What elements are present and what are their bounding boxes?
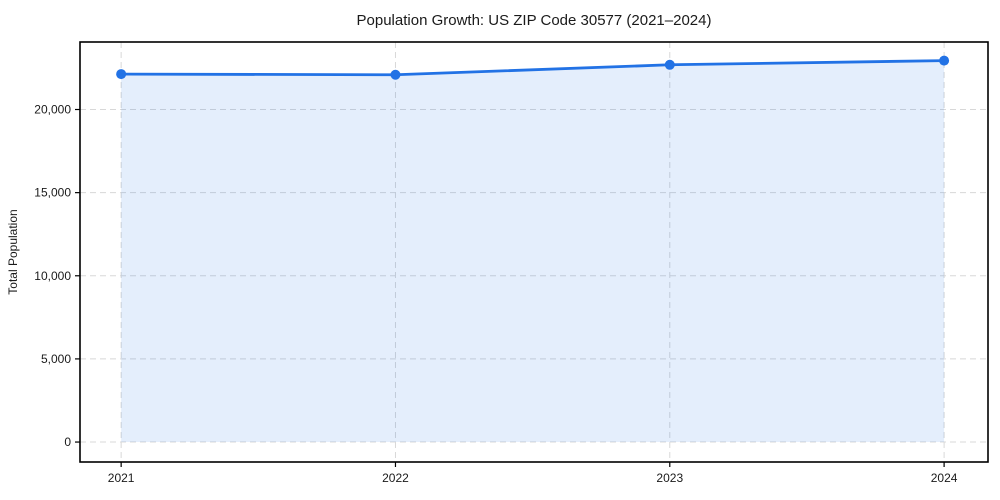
population-line [119, 59, 946, 77]
y-tick-label: 20,000 [34, 103, 71, 117]
plot-background [80, 42, 988, 462]
x-tick-label: 2023 [656, 471, 683, 485]
area-fill [121, 60, 945, 443]
data-point [939, 55, 950, 66]
x-tick-label: 2024 [931, 471, 958, 485]
plot-area: 0 5,000 10,000 15,000 20,000 2021 2022 2023 2024 [34, 41, 989, 485]
y-tick-label: 15,000 [34, 186, 71, 200]
plot-border [79, 41, 989, 463]
y-tick-label: 10,000 [34, 269, 71, 283]
data-point [390, 69, 401, 80]
data-point [664, 59, 675, 70]
data-point [116, 69, 127, 80]
chart-title: Population Growth: US ZIP Code 30577 (20… [357, 12, 712, 29]
y-tick-label: 5,000 [41, 352, 71, 366]
y-axis-label: Total Population [6, 209, 20, 294]
y-tick-label: 0 [64, 435, 71, 449]
x-tick-label: 2022 [382, 471, 409, 485]
x-tick-label: 2021 [108, 471, 135, 485]
